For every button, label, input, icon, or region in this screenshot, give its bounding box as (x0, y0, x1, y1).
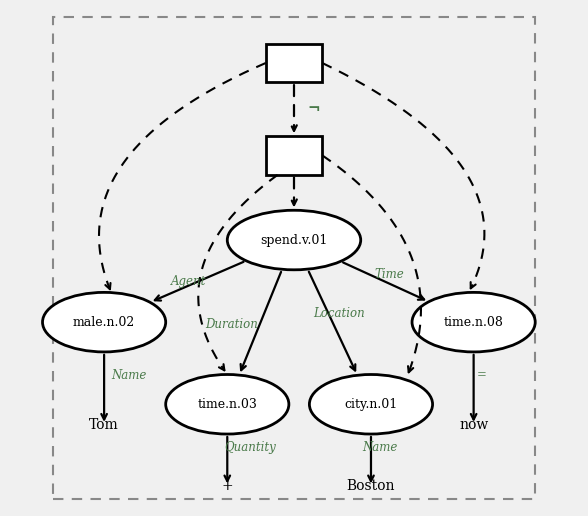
Ellipse shape (228, 211, 360, 270)
FancyBboxPatch shape (266, 44, 322, 82)
Ellipse shape (309, 375, 433, 434)
Text: +: + (222, 479, 233, 493)
Text: =: = (476, 368, 486, 381)
Text: spend.v.01: spend.v.01 (260, 234, 328, 247)
Text: Agent: Agent (171, 275, 206, 287)
Text: Location: Location (313, 307, 365, 320)
Text: city.n.01: city.n.01 (345, 398, 397, 411)
Text: time.n.03: time.n.03 (198, 398, 257, 411)
Text: male.n.02: male.n.02 (73, 316, 135, 329)
Text: now: now (459, 418, 488, 432)
Text: Boston: Boston (347, 479, 395, 493)
Ellipse shape (42, 293, 166, 352)
Text: Quantity: Quantity (225, 441, 276, 455)
Text: Time: Time (374, 268, 404, 281)
Text: Name: Name (111, 368, 146, 381)
Text: ¬: ¬ (307, 102, 320, 116)
Text: Name: Name (363, 441, 398, 455)
FancyBboxPatch shape (266, 136, 322, 174)
Ellipse shape (166, 375, 289, 434)
Ellipse shape (412, 293, 535, 352)
Text: Duration: Duration (205, 318, 258, 331)
Text: time.n.08: time.n.08 (444, 316, 503, 329)
Text: Tom: Tom (89, 418, 119, 432)
